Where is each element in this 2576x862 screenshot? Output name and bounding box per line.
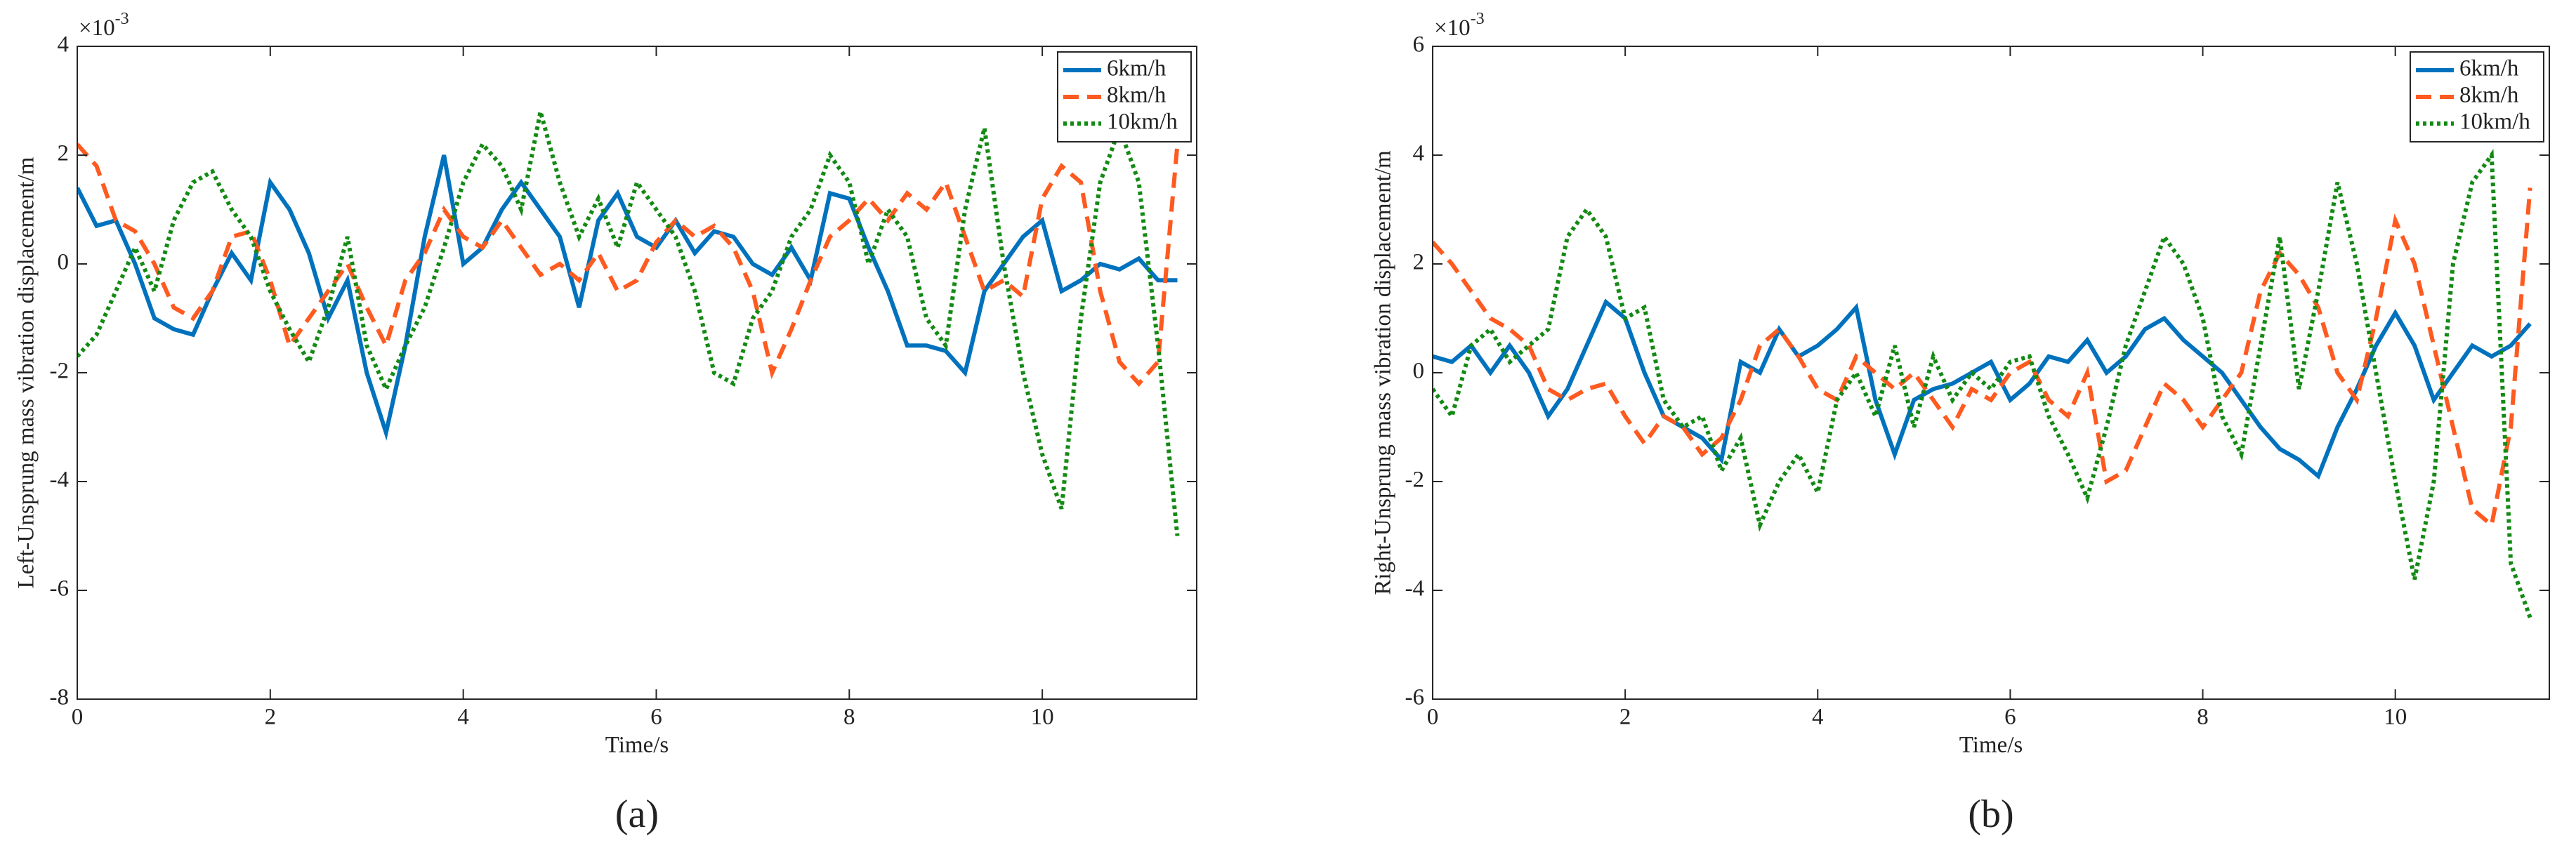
subplot: 0 2 4 6 8 10 -8 -6 -4 -2 0 2 4 ×10-3 Time/s Left-Unspru…: [14, 10, 1197, 836]
caption: (b): [1968, 793, 2013, 836]
x-tick-label: 4: [457, 705, 469, 730]
x-tick-label: 8: [843, 705, 855, 730]
y-tick-label: -4: [1405, 576, 1425, 602]
x-tick-label: 0: [1427, 705, 1439, 730]
series-line: [77, 142, 1180, 387]
y-tick-label: -6: [1405, 685, 1425, 710]
y-axis-label: Right-Unsprung mass vibration displaceme…: [1371, 150, 1396, 595]
x-tick-label: 10: [2384, 705, 2407, 730]
multiplier-exponent: -3: [115, 10, 129, 28]
plot-area: [77, 46, 1197, 699]
x-tick-label: 2: [1619, 705, 1631, 730]
x-tick-label: 10: [1031, 705, 1054, 730]
y-tick-label: -8: [50, 685, 70, 710]
y-axis-label: Left-Unsprung mass vibration displacemen…: [14, 157, 39, 588]
multiplier-exponent: -3: [1471, 10, 1485, 28]
y-tick-label: 2: [1413, 250, 1425, 275]
legend-label: 8km/h: [1107, 83, 1167, 108]
legend-label: 6km/h: [2459, 56, 2519, 81]
y-multiplier: ×10-3: [1434, 10, 1485, 41]
series-line: [77, 154, 1178, 441]
x-axis-label: Time/s: [1959, 733, 2023, 758]
legend-label: 10km/h: [1107, 110, 1178, 135]
x-axis-label: Time/s: [605, 733, 669, 758]
legend-label: 8km/h: [2459, 83, 2519, 108]
series-line: [1433, 298, 2532, 480]
series-line: [1433, 187, 2532, 529]
y-tick-label: 4: [58, 32, 70, 58]
y-tick-label: 4: [1413, 141, 1425, 166]
multiplier-base: ×10: [1434, 15, 1471, 41]
y-tick-label: -4: [50, 468, 70, 493]
x-tick-label: 4: [1812, 705, 1824, 730]
caption: (a): [615, 793, 659, 836]
y-tick-label: 0: [58, 250, 70, 275]
y-multiplier: ×10-3: [79, 10, 129, 41]
x-tick-label: 0: [72, 705, 84, 730]
legend-box: [2410, 51, 2544, 142]
legend-label: 6km/h: [1107, 56, 1167, 81]
x-tick-label: 6: [2004, 705, 2016, 730]
legend-box: [1057, 51, 1192, 142]
y-tick-label: -2: [1405, 468, 1425, 493]
y-tick-label: 0: [1413, 359, 1425, 384]
series-line: [77, 111, 1180, 536]
multiplier-base: ×10: [79, 15, 115, 41]
x-tick-label: 2: [265, 705, 277, 730]
y-tick-label: -2: [50, 359, 70, 384]
y-tick-label: 6: [1413, 32, 1425, 58]
y-tick-label: -6: [50, 576, 70, 602]
x-tick-label: 6: [650, 705, 662, 730]
y-tick-label: 2: [58, 141, 70, 166]
x-tick-label: 8: [2197, 705, 2209, 730]
subplot: 0 2 4 6 8 10 -6 -4 -2 0 2 4 6 ×10-3 Time/s Right-Unspru…: [1371, 10, 2550, 836]
legend-label: 10km/h: [2459, 110, 2530, 135]
series-line: [1433, 149, 2532, 618]
plot-area: [1433, 46, 2549, 699]
